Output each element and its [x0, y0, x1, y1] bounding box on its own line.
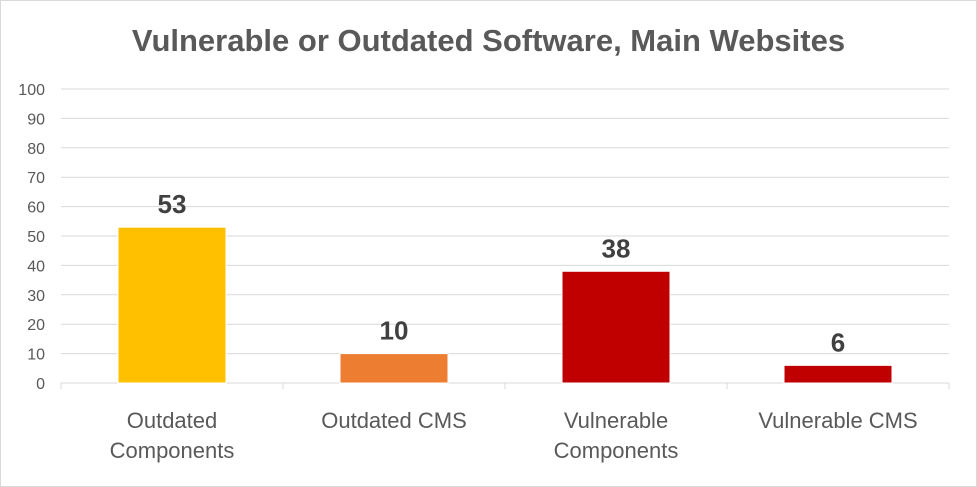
data-label: 6: [831, 327, 845, 357]
bar: [117, 226, 227, 384]
data-label: 10: [380, 316, 409, 346]
x-category-label: Vulnerable CMS: [758, 408, 917, 433]
y-tick-label: 20: [27, 317, 45, 334]
y-tick-label: 100: [18, 82, 45, 99]
y-tick-label: 90: [27, 111, 45, 128]
y-tick-label: 50: [27, 229, 45, 246]
y-tick-label: 0: [36, 376, 45, 393]
bar: [783, 364, 893, 384]
x-category-label: Vulnerable: [564, 408, 668, 433]
y-tick-label: 70: [27, 170, 45, 187]
bar: [561, 270, 671, 384]
bar: [339, 353, 449, 384]
chart-title: Vulnerable or Outdated Software, Main We…: [131, 23, 846, 58]
x-category-label: Components: [554, 438, 679, 463]
y-tick-label: 80: [27, 141, 45, 158]
data-label: 38: [602, 233, 631, 263]
x-category-label: Outdated: [127, 408, 218, 433]
y-tick-label: 10: [27, 347, 45, 364]
data-label: 53: [158, 189, 187, 219]
y-tick-label: 30: [27, 288, 45, 305]
x-category-label: Components: [110, 438, 235, 463]
x-category-label: Outdated CMS: [321, 408, 467, 433]
y-tick-label: 60: [27, 200, 45, 217]
y-tick-label: 40: [27, 258, 45, 275]
